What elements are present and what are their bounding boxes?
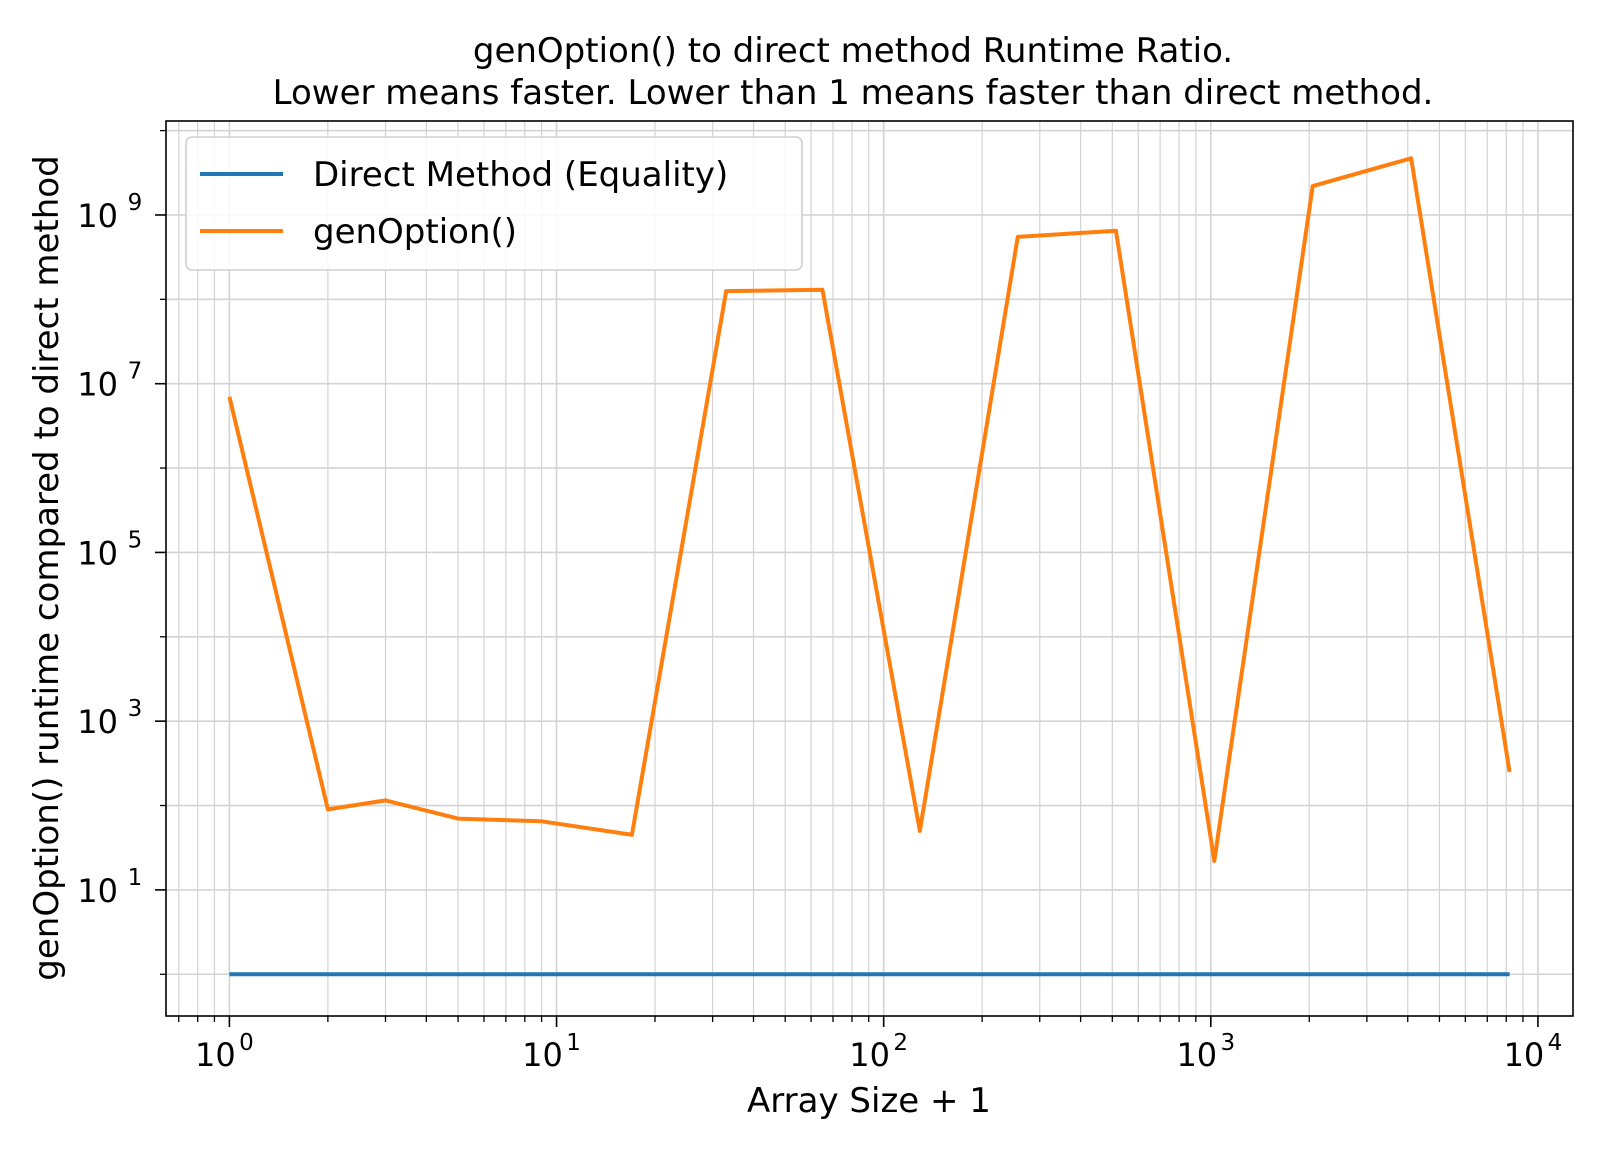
- series-line-genoption: [227, 156, 1512, 863]
- y-tick-label: 10: [77, 197, 118, 235]
- y-tick-label: 10: [77, 872, 118, 910]
- y-tick-label: 10: [77, 703, 118, 741]
- x-tick-label-exponent: 2: [893, 1030, 908, 1056]
- x-tick-label-exponent: 1: [566, 1030, 581, 1056]
- chart-subtitle: Lower means faster. Lower than 1 means f…: [273, 73, 1434, 113]
- y-tick-label: 10: [77, 534, 118, 572]
- y-tick-label-exponent: 9: [128, 190, 143, 216]
- x-tick-label-exponent: 0: [239, 1030, 254, 1056]
- y-tick-label-exponent: 7: [128, 359, 143, 385]
- legend-label-genoption: genOption(): [313, 212, 517, 252]
- x-axis-label: Array Size + 1: [747, 1081, 991, 1121]
- x-tick-label: 10: [1176, 1036, 1217, 1074]
- x-tick-label: 10: [522, 1036, 563, 1074]
- x-tick-label: 10: [849, 1036, 890, 1074]
- legend-label-direct-method: Direct Method (Equality): [313, 155, 728, 195]
- ticks: 10 0 10 1 10 2 10 3 10 410 110 310 510 710 9: [77, 129, 1563, 1074]
- plot-frame: [165, 120, 1574, 1017]
- y-tick-label-exponent: 1: [128, 865, 143, 891]
- x-tick-label-exponent: 4: [1548, 1030, 1563, 1056]
- legend-box: [185, 136, 803, 271]
- chart-title: genOption() to direct method Runtime Rat…: [473, 31, 1233, 71]
- y-tick-label-exponent: 5: [128, 527, 143, 553]
- plot-lines: [227, 156, 1512, 977]
- x-tick-label: 10: [1504, 1036, 1545, 1074]
- y-axis-label: genOption() runtime compared to direct m…: [27, 155, 67, 980]
- y-tick-label: 10: [77, 366, 118, 404]
- x-tick-label: 10: [195, 1036, 236, 1074]
- x-tick-label-exponent: 3: [1220, 1030, 1235, 1056]
- legend: Direct Method (Equality) genOption(): [185, 136, 803, 271]
- y-tick-label-exponent: 3: [128, 696, 143, 722]
